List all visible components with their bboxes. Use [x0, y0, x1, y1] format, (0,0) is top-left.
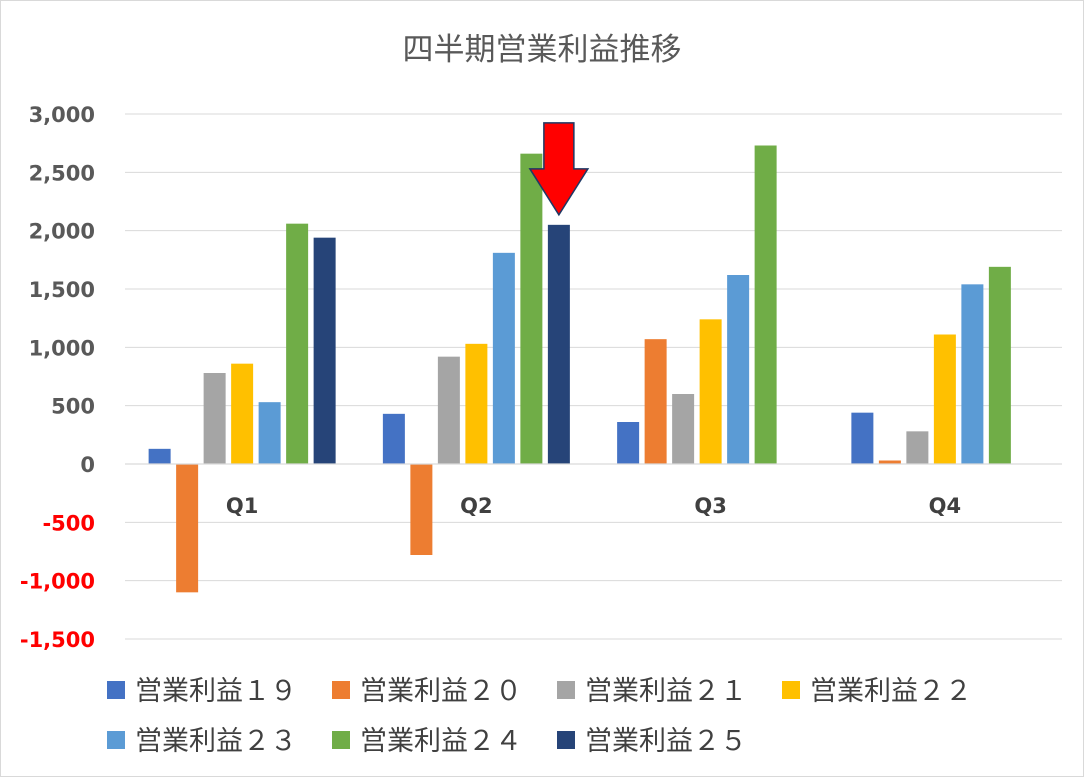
legend-label: 営業利益２３ — [135, 726, 297, 757]
bar — [878, 460, 901, 464]
y-tick-label: 0 — [80, 453, 95, 477]
bar — [617, 422, 640, 464]
bar — [410, 464, 433, 555]
legend-label: 営業利益１９ — [135, 676, 297, 707]
y-tick-label: 1,000 — [29, 336, 95, 360]
bar — [754, 145, 777, 464]
legend-swatch — [107, 731, 125, 749]
y-tick-label: 1,500 — [29, 278, 95, 302]
x-axis-ticks: Q1 Q2 Q3 Q4 — [226, 494, 961, 518]
bar — [906, 431, 929, 464]
bar — [547, 224, 570, 464]
legend-label: 営業利益２５ — [585, 726, 747, 757]
bar — [258, 402, 281, 464]
legend-swatch — [332, 731, 350, 749]
legend-swatch — [782, 681, 800, 699]
legend-swatch — [557, 731, 575, 749]
bar — [148, 448, 171, 464]
bar — [313, 237, 336, 464]
bar — [520, 153, 543, 464]
bar — [176, 464, 199, 593]
bar — [961, 284, 984, 464]
bar — [437, 356, 460, 464]
arrow-annotation — [528, 122, 590, 217]
bar — [465, 343, 488, 464]
x-tick-label: Q3 — [694, 494, 726, 518]
y-tick-label: 2,500 — [29, 161, 95, 185]
y-tick-label: -1,500 — [20, 628, 95, 652]
y-tick-label: 2,000 — [29, 220, 95, 244]
bar — [933, 334, 956, 464]
legend-swatch — [107, 681, 125, 699]
legend-label: 営業利益２０ — [360, 676, 522, 707]
legend-label: 営業利益２１ — [585, 676, 747, 707]
legend-label: 営業利益２４ — [360, 726, 522, 757]
annotations — [528, 122, 590, 217]
chart-title: 四半期営業利益推移 — [403, 32, 682, 68]
legend-swatch — [332, 681, 350, 699]
bar — [644, 339, 667, 464]
bar — [851, 412, 874, 464]
y-tick-label: 500 — [51, 395, 95, 419]
bar — [672, 394, 695, 464]
y-tick-label: 3,000 — [29, 103, 95, 127]
bar — [286, 223, 309, 464]
bar — [492, 252, 515, 464]
legend-label: 営業利益２２ — [810, 676, 972, 707]
bar — [699, 319, 722, 464]
bar — [382, 413, 405, 464]
bar — [988, 266, 1011, 464]
bar-series — [148, 145, 1011, 593]
y-tick-label: -500 — [42, 511, 95, 535]
bar — [203, 373, 226, 464]
bar — [231, 363, 254, 464]
y-tick-label: -1,000 — [20, 570, 95, 594]
legend-swatch — [557, 681, 575, 699]
bar — [727, 275, 750, 464]
legend: 営業利益１９ 営業利益２０ 営業利益２１ 営業利益２２ 営業利益２３ 営業利益２４ 営業利益… — [107, 676, 972, 757]
x-tick-label: Q4 — [929, 494, 961, 518]
x-tick-label: Q2 — [460, 494, 492, 518]
x-tick-label: Q1 — [226, 494, 258, 518]
y-axis-ticks: 3,000 2,500 2,000 1,500 1,000 500 0 -500 -1,000 -… — [20, 103, 95, 652]
